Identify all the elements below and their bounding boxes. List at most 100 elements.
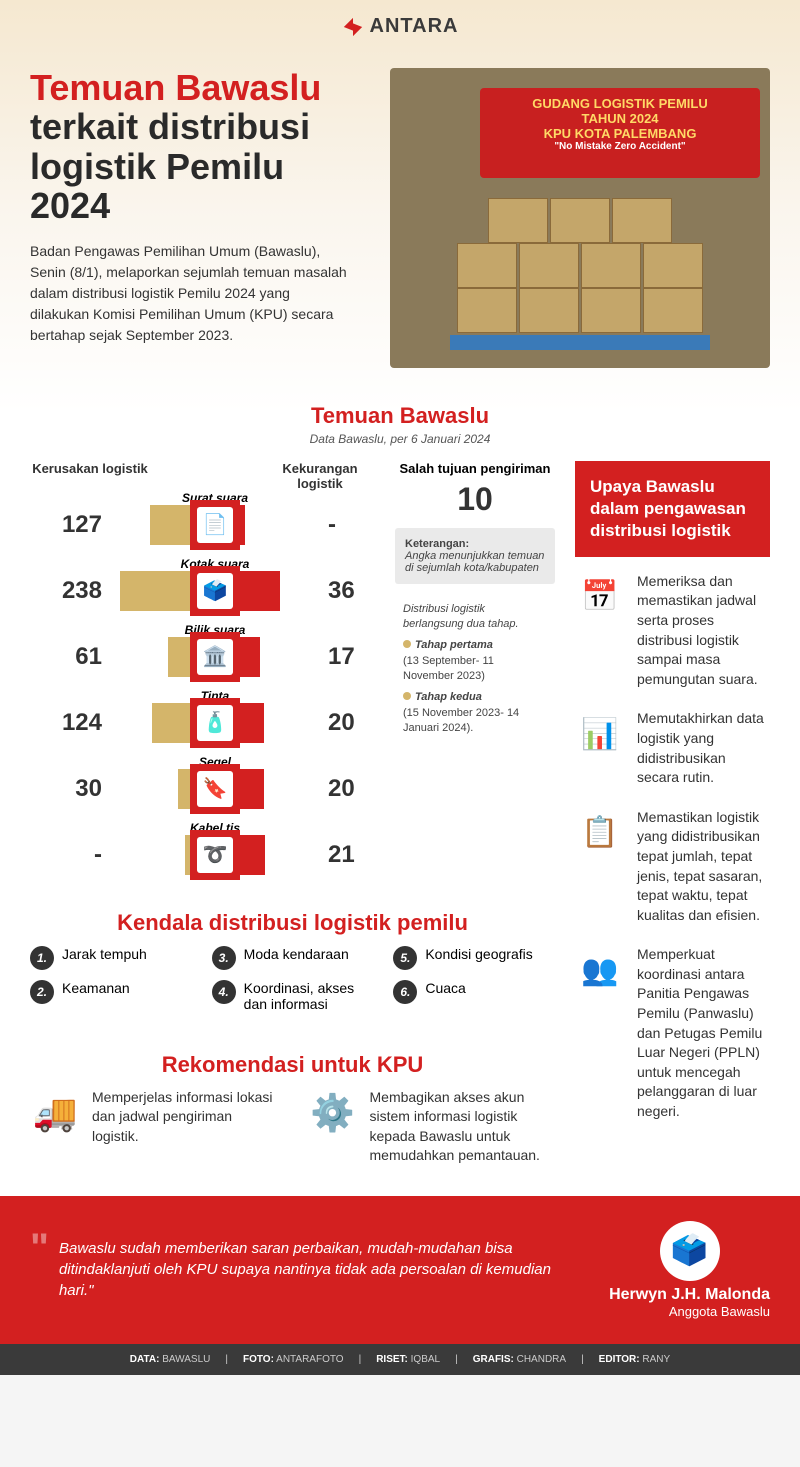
upaya-item: 👥Memperkuat koordinasi antara Panitia Pe… [575,945,770,1121]
bar-left [178,769,190,809]
logo-bar: ANTARA [0,0,800,58]
quote-attribution: 🗳️ Herwyn J.H. Malonda Anggota Bawaslu [609,1221,770,1319]
rekom-item: 🚚Memperjelas informasi lokasi dan jadwal… [30,1088,278,1166]
data-row: 127 Surat suara 📄 - [30,501,380,549]
kendala-item: 3. Moda kendaraan [212,946,374,970]
item-icon: 🗳️ [190,566,240,616]
upaya-item: 📋Memastikan logistik yang didistribusika… [575,808,770,926]
upaya-text: Memutakhirkan data logistik yang didistr… [637,709,770,787]
kendala-number: 6. [393,980,417,1004]
temuan-title: Temuan Bawaslu [0,403,800,429]
data-row: 30 Segel 🔖 20 [30,765,380,813]
temuan-subtitle: Data Bawaslu, per 6 Januari 2024 [0,432,800,446]
kendala-item: 2. Keamanan [30,980,192,1012]
rekom-item: ⚙️Membagikan akses akun sistem informasi… [308,1088,556,1166]
data-row: 238 Kotak suara 🗳️ 36 [30,567,380,615]
quote-mark-icon: " [30,1238,49,1301]
item-icon: 📄 [190,500,240,550]
bar-right [240,571,280,611]
bar-chart-row: Tinta 🧴 [110,703,320,743]
title-line-2: logistik Pemilu 2024 [30,147,370,226]
brand-logo: ANTARA [342,15,459,38]
rekom-text: Membagikan akses akun sistem informasi l… [370,1088,556,1166]
kendala-item: 5. Kondisi geografis [393,946,555,970]
credits-bar: DATA: BAWASLU | FOTO: ANTARAFOTO | RISET… [0,1344,800,1375]
credit-riset: RISET: IQBAL [376,1354,440,1365]
data-row: 124 Tinta 🧴 20 [30,699,380,747]
keterangan-box: Keterangan: Angka menunjukkan temuan di … [395,528,555,584]
col-kekurangan: Kekurangan logistik [260,461,380,491]
credit-editor: EDITOR: RANY [599,1354,671,1365]
upaya-column: Upaya Bawaslu dalam pengawasan distribus… [575,461,770,1176]
kendala-number: 5. [393,946,417,970]
upaya-icon: 👥 [575,945,625,995]
credit-data: DATA: BAWASLU [130,1354,211,1365]
intro-paragraph: Badan Pengawas Pemilihan Umum (Bawaslu),… [30,241,350,346]
kendala-item: 6. Cuaca [393,980,555,1012]
kekurangan-value: 36 [320,577,380,605]
kendala-number: 1. [30,946,54,970]
title-text: Temuan Bawaslu terkait distribusi logist… [30,68,370,368]
kendala-text: Koordinasi, akses dan informasi [244,980,374,1012]
table-header: Kerusakan logistik Kekurangan logistik [30,461,380,491]
title-line-1: terkait distribusi [30,107,370,147]
rekom-section: Rekomendasi untuk KPU 🚚Memperjelas infor… [30,1027,555,1176]
title-area: Temuan Bawaslu terkait distribusi logist… [0,58,800,388]
data-rows: 127 Surat suara 📄 - 238 Kotak suara 🗳️ 3… [30,501,380,879]
kendala-number: 3. [212,946,236,970]
warehouse-banner: GUDANG LOGISTIK PEMILU TAHUN 2024 KPU KO… [480,88,760,178]
quote-bar: " Bawaslu sudah memberikan saran perbaik… [0,1196,800,1344]
data-row: - Kabel tis ➰ 21 [30,831,380,879]
rekom-title: Rekomendasi untuk KPU [30,1052,555,1078]
quote-role: Anggota Bawaslu [609,1304,770,1319]
kendala-text: Moda kendaraan [244,946,349,962]
upaya-item: 📅Memeriksa dan memastikan jadwal serta p… [575,572,770,690]
brand-name: ANTARA [370,15,459,38]
bar-right [240,637,260,677]
kekurangan-value: - [320,511,380,539]
kendala-section: Kendala distribusi logistik pemilu 1. Jar… [30,885,555,1027]
kendala-text: Jarak tempuh [62,946,147,962]
quote-text: Bawaslu sudah memberikan saran perbaikan… [59,1238,589,1301]
rekom-grid: 🚚Memperjelas informasi lokasi dan jadwal… [30,1088,555,1166]
upaya-icon: 📊 [575,709,625,759]
kendala-text: Keamanan [62,980,130,996]
col-salah: Salah tujuan pengiriman [395,461,555,476]
bar-left [168,637,190,677]
bar-chart-row: Segel 🔖 [110,769,320,809]
bar-left [152,703,190,743]
phase-box: Distribusi logistik berlangsung dua taha… [395,594,555,745]
kerusakan-value: 127 [30,511,110,539]
kerusakan-value: 61 [30,643,110,671]
item-icon: 🔖 [190,764,240,814]
hero-photo: GUDANG LOGISTIK PEMILU TAHUN 2024 KPU KO… [390,68,770,368]
kendala-title: Kendala distribusi logistik pemilu [30,910,555,936]
upaya-item: 📊Memutakhirkan data logistik yang didist… [575,709,770,787]
salah-value: 10 [395,481,555,518]
upaya-title: Upaya Bawaslu dalam pengawasan distribus… [575,461,770,557]
kendala-text: Cuaca [425,980,465,996]
data-column: Kerusakan logistik Kekurangan logistik 1… [30,461,555,1176]
bar-chart-row: Kabel tis ➰ [110,835,320,875]
kerusakan-value: 124 [30,709,110,737]
bar-chart-row: Kotak suara 🗳️ [110,571,320,611]
kerusakan-value: - [30,841,110,869]
kendala-number: 2. [30,980,54,1004]
item-icon: 🏛️ [190,632,240,682]
kendala-item: 4.Koordinasi, akses dan informasi [212,980,374,1012]
rekom-icon: ⚙️ [308,1088,358,1138]
antara-icon [342,16,364,38]
bar-chart-row: Bilik suara 🏛️ [110,637,320,677]
mid-column: Salah tujuan pengiriman 10 Keterangan: A… [395,461,555,885]
credit-foto: FOTO: ANTARAFOTO [243,1354,344,1365]
upaya-text: Memperkuat koordinasi antara Panitia Pen… [637,945,770,1121]
upaya-text: Memeriksa dan memastikan jadwal serta pr… [637,572,770,690]
kendala-text: Kondisi geografis [425,946,532,962]
bar-right [240,505,245,545]
quote-name: Herwyn J.H. Malonda [609,1286,770,1304]
kerusakan-value: 30 [30,775,110,803]
upaya-icon: 📅 [575,572,625,622]
bar-right [240,703,264,743]
bar-right [240,769,264,809]
rekom-icon: 🚚 [30,1088,80,1138]
